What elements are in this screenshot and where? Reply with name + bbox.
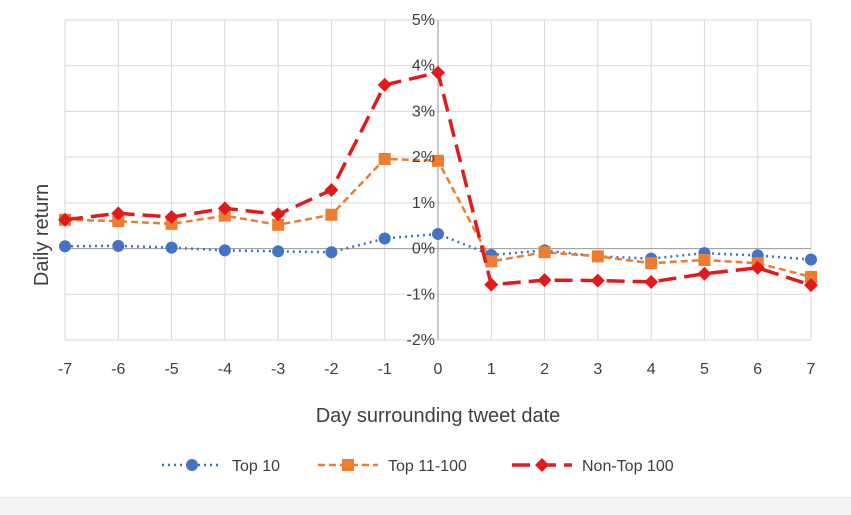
legend-label: Non-Top 100 [582,458,674,475]
x-tick-label: -3 [271,361,285,378]
data-point [112,239,125,252]
y-tick-label: 4% [412,58,435,75]
data-point [484,277,499,292]
x-tick-labels: -7 -6 -5 -4 -3 -2 -1 0 1 2 3 4 5 6 7 [58,361,816,378]
legend-item: Top 10 [162,458,280,475]
x-tick-label: -6 [111,361,125,378]
x-tick-label: 1 [487,361,496,378]
data-point [378,152,391,165]
legend-marker [535,458,549,472]
data-point [644,274,659,289]
data-point [805,270,817,283]
data-point [378,232,391,245]
x-tick-label: -1 [378,361,392,378]
y-tick-label: 2% [412,149,435,166]
bottom-strip [0,497,851,515]
x-tick-label: -4 [218,361,232,378]
x-axis-title: Day surrounding tweet date [316,405,561,427]
series-lines [58,65,818,293]
data-point [432,227,444,240]
data-point [377,77,392,92]
x-tick-label: 5 [700,361,709,378]
data-point [645,257,658,270]
data-point [485,255,498,268]
legend-item: Non-Top 100 [512,458,674,475]
x-tick-label: -2 [324,361,338,378]
data-point [590,273,605,288]
y-tick-label: 1% [412,195,435,212]
x-tick-label: 2 [540,361,549,378]
data-point [432,154,444,167]
data-point [431,65,445,80]
legend-item: Top 11-100 [318,458,467,475]
y-tick-label: -2% [407,332,435,349]
legend-label: Top 11-100 [388,458,467,475]
y-tick-label: 5% [412,12,435,29]
data-point [164,210,179,225]
legend-marker [342,459,354,471]
data-point [272,218,285,231]
y-tick-label: 3% [412,103,435,120]
y-tick-label: -1% [407,286,435,303]
x-tick-label: 4 [647,361,656,378]
data-point [805,253,817,266]
x-tick-label: 7 [807,361,816,378]
data-point [165,241,178,254]
data-point [591,250,604,263]
data-point [325,246,338,259]
data-point [59,240,71,253]
data-point [272,245,285,258]
x-tick-label: 0 [434,361,443,378]
data-point [325,208,338,221]
y-tick-label: 0% [412,241,435,258]
data-point [218,244,231,257]
y-axis-title: Daily return [31,184,53,286]
data-point [697,266,712,281]
x-tick-label: 3 [593,361,602,378]
data-point [111,206,126,221]
series-3 [58,65,818,293]
data-point [698,254,711,266]
x-tick-label: 6 [753,361,762,378]
legend: Top 10 Top 11-100 Non-Top 100 [162,458,674,475]
data-point [537,273,552,288]
data-point [324,183,339,198]
x-tick-label: -5 [164,361,178,378]
x-tick-label: -7 [58,361,72,378]
y-tick-labels: -2% -1% 0% 1% 2% 3% 4% 5% [407,12,435,349]
data-point [58,212,72,227]
data-point [218,209,231,222]
data-point [112,215,125,228]
data-point [750,260,765,275]
legend-marker [186,459,198,471]
data-point [217,201,232,216]
data-point [271,207,286,222]
data-point [538,246,551,259]
data-point [804,278,818,293]
legend-label: Top 10 [232,458,280,475]
